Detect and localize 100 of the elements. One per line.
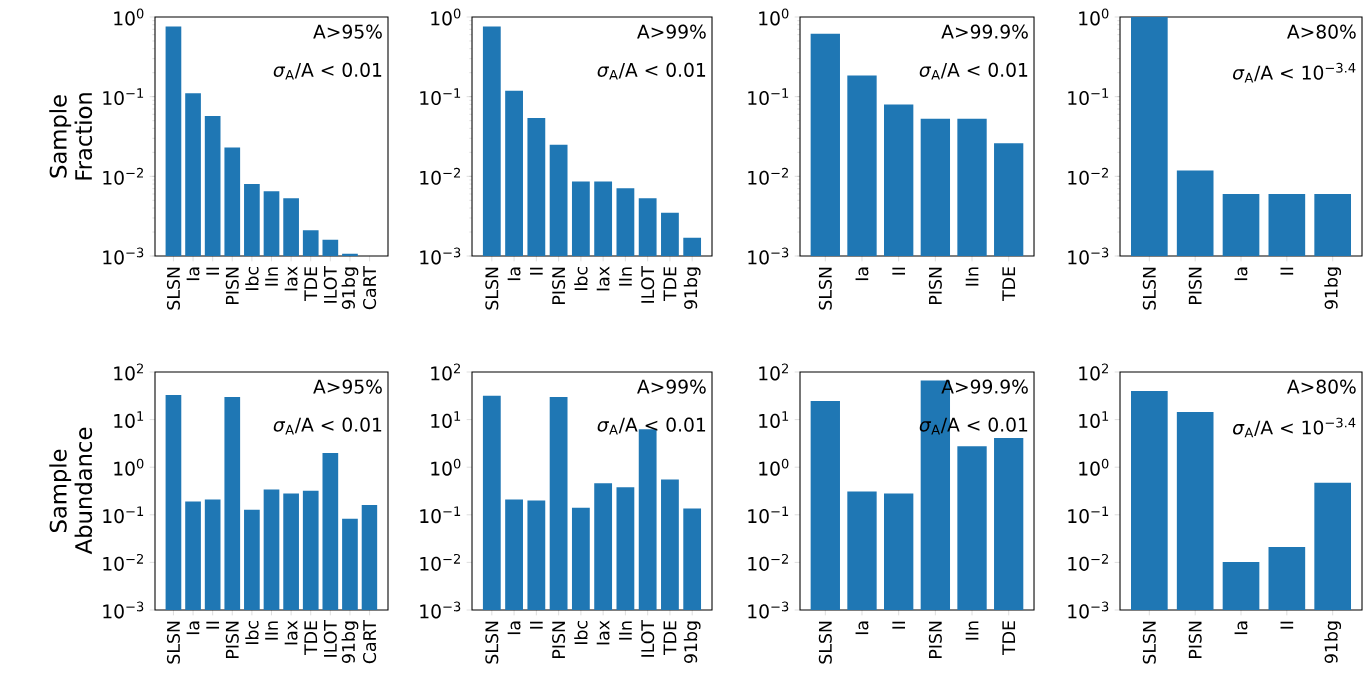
x-tick-label: CaRT xyxy=(363,265,377,310)
x-tick-label: II xyxy=(1280,621,1294,629)
x-tick-label: Iax xyxy=(284,620,298,645)
x-tick-label: SLSN xyxy=(818,267,832,310)
x-tick-label: ILOT xyxy=(641,619,655,657)
annotation: σ$_{A}$/A < 10$^{−3.4}$ xyxy=(1233,62,1356,83)
x-tick-label: 91bg xyxy=(683,267,701,310)
y-tick-label: 10$^{−3}$ xyxy=(103,247,144,265)
y-tick-label: 10$^{−2}$ xyxy=(748,553,788,571)
annotation: σ$_{A}$/A < 0.01 xyxy=(919,62,1028,80)
x-tick-label: 91bg xyxy=(683,621,701,664)
x-tick-label: II xyxy=(206,267,219,275)
annotation: A>95% xyxy=(313,379,382,394)
y-tick-label: 10$^{−1}$ xyxy=(420,88,461,106)
x-tick-label: TDE xyxy=(1002,621,1016,655)
annotation: σ$_{A}$/A < 10$^{−3.4}$ xyxy=(1233,417,1356,438)
x-tick-label: IIn xyxy=(965,621,979,640)
annotation: σ$_{A}$/A < 0.01 xyxy=(273,417,382,435)
x-tick-label: PISN xyxy=(1188,621,1202,658)
x-tick-label: SLSN xyxy=(166,621,180,664)
y-tick-label: 10$^{−2}$ xyxy=(1068,553,1108,571)
y-tick-label: 10$^{2}$ xyxy=(759,363,788,381)
x-tick-label: PISN xyxy=(1188,267,1202,304)
y-tick-label: 10$^{−2}$ xyxy=(1068,167,1108,185)
x-tick-label: II xyxy=(892,621,905,629)
y-tick-label: 10$^{1}$ xyxy=(114,411,144,428)
x-tick-label: Ibc xyxy=(574,621,588,644)
x-tick-label: TDE xyxy=(304,267,318,301)
y-tick-label: 10$^{1}$ xyxy=(1079,411,1109,428)
x-tick-label: Ia xyxy=(507,267,521,281)
x-tick-label: ILOT xyxy=(323,265,337,303)
x-tick-label: SLSN xyxy=(1142,267,1156,310)
y-tick-label: 10$^{0}$ xyxy=(1079,8,1109,26)
x-tick-label: IIn xyxy=(265,267,278,286)
x-tick-label: PISN xyxy=(552,621,566,658)
y-tick-label: 10$^{−1}$ xyxy=(103,88,144,106)
x-tick-label: IIn xyxy=(265,621,278,640)
y-tick-label: 10$^{−2}$ xyxy=(103,167,143,185)
y-tick-label: 10$^{−3}$ xyxy=(748,601,789,619)
x-tick-label: SLSN xyxy=(485,267,499,310)
y-tick-label: 10$^{0}$ xyxy=(759,458,789,476)
y-tick-label: 10$^{1}$ xyxy=(759,411,789,428)
x-tick-label: II xyxy=(892,267,905,275)
x-tick-label: TDE xyxy=(663,621,677,655)
x-tick-label: Iax xyxy=(596,266,610,291)
y-tick-label: 10$^{−3}$ xyxy=(420,601,461,619)
x-tick-label: Ia xyxy=(186,621,200,635)
x-tick-label: Ia xyxy=(855,267,869,281)
x-tick-label: Ia xyxy=(855,621,869,635)
y-axis-title: Sample Abundance xyxy=(49,427,93,555)
y-tick-label: 10$^{−1}$ xyxy=(748,506,789,524)
y-tick-label: 10$^{2}$ xyxy=(114,363,143,381)
y-tick-label: 10$^{0}$ xyxy=(431,8,461,26)
x-tick-label: Ibc xyxy=(574,267,588,290)
x-tick-label: Iax xyxy=(284,266,298,291)
y-tick-label: 10$^{0}$ xyxy=(431,458,461,476)
x-tick-label: SLSN xyxy=(166,267,180,310)
x-tick-label: ILOT xyxy=(641,265,655,303)
annotation: σ$_{A}$/A < 0.01 xyxy=(273,62,382,80)
y-tick-label: 10$^{2}$ xyxy=(431,363,460,381)
y-tick-label: 10$^{−1}$ xyxy=(103,506,144,524)
y-tick-label: 10$^{−2}$ xyxy=(748,167,788,185)
y-tick-label: 10$^{−2}$ xyxy=(103,553,143,571)
y-tick-label: 10$^{−1}$ xyxy=(748,88,789,106)
y-tick-label: 10$^{−3}$ xyxy=(103,601,144,619)
x-tick-label: SLSN xyxy=(1142,621,1156,664)
annotation: A>80% xyxy=(1287,24,1356,39)
x-tick-label: II xyxy=(530,267,543,275)
y-tick-label: 10$^{−3}$ xyxy=(420,247,461,265)
x-tick-label: PISN xyxy=(928,621,942,658)
annotation: σ$_{A}$/A < 0.01 xyxy=(597,62,706,80)
x-tick-label: SLSN xyxy=(818,621,832,664)
y-tick-label: 10$^{−1}$ xyxy=(1068,506,1109,524)
annotation: A>99% xyxy=(637,24,706,39)
x-tick-label: II xyxy=(206,621,219,629)
annotation: A>95% xyxy=(313,24,382,39)
annotation: σ$_{A}$/A < 0.01 xyxy=(597,417,706,435)
y-tick-label: 10$^{−2}$ xyxy=(420,167,460,185)
y-tick-label: 10$^{−1}$ xyxy=(1068,88,1109,106)
y-tick-label: 10$^{−3}$ xyxy=(1068,247,1109,265)
x-tick-label: Ia xyxy=(186,267,200,281)
x-tick-label: 91bg xyxy=(1324,621,1342,664)
annotation: A>99.9% xyxy=(941,24,1028,39)
x-tick-label: SLSN xyxy=(485,621,499,664)
x-tick-label: PISN xyxy=(225,267,239,304)
x-tick-label: PISN xyxy=(225,621,239,658)
y-tick-label: 10$^{1}$ xyxy=(431,411,461,428)
x-tick-label: 91bg xyxy=(1324,267,1342,310)
x-tick-label: Ibc xyxy=(245,267,259,290)
y-tick-label: 10$^{−1}$ xyxy=(420,506,461,524)
annotation: A>99% xyxy=(637,379,706,394)
x-tick-label: TDE xyxy=(304,621,318,655)
y-tick-label: 10$^{0}$ xyxy=(1079,458,1109,476)
x-tick-label: 91bg xyxy=(341,267,359,310)
x-tick-label: PISN xyxy=(928,267,942,304)
x-tick-label: Ibc xyxy=(245,621,259,644)
x-tick-label: IIn xyxy=(619,267,632,286)
x-tick-label: Ia xyxy=(507,621,521,635)
x-tick-label: TDE xyxy=(1002,267,1016,301)
y-axis-title: Sample Fraction xyxy=(49,93,93,180)
